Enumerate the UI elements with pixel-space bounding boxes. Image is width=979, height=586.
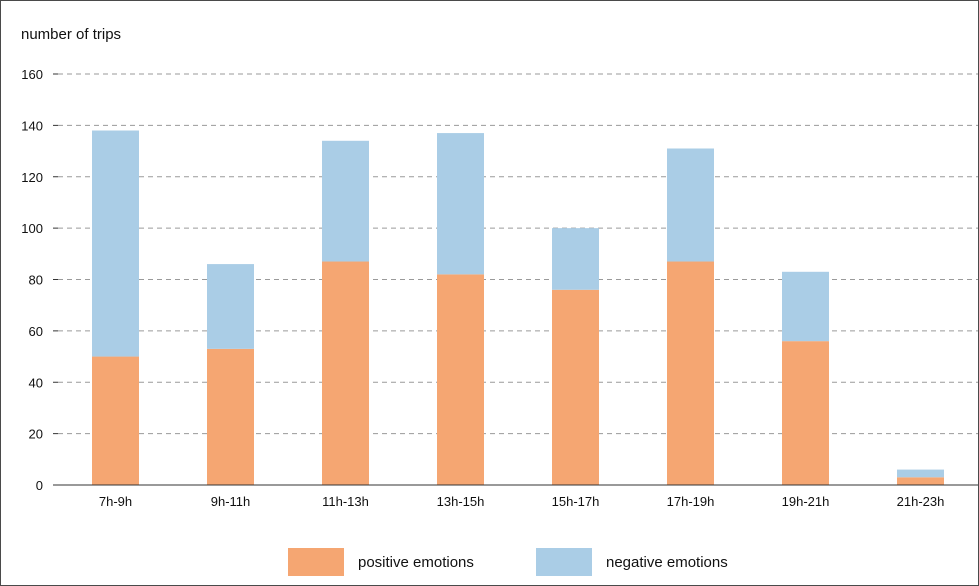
x-tick-label: 13h-15h [437,494,485,509]
bar-positive [322,261,369,485]
bar-positive [667,261,714,485]
bars-group [92,130,944,485]
bar-positive [897,477,944,485]
y-tick-label: 80 [29,273,43,288]
x-tick-labels: 7h-9h 9h-11h 11h-13h 13h-15h 15h-17h 17h-19h 1… [99,494,944,509]
y-axis-label: number of trips [21,26,121,43]
gridlines [53,73,978,486]
y-tick-label: 20 [29,427,43,442]
bar-negative [92,130,139,357]
x-tick-label: 9h-11h [211,494,251,509]
x-tick-label: 21h-23h [897,494,945,509]
bar-negative [207,264,254,349]
x-tick-label: 17h-19h [667,494,715,509]
bar-positive [437,274,484,485]
legend-swatch [536,548,592,576]
x-tick-label: 7h-9h [99,494,132,509]
y-tick-label: 40 [29,375,43,390]
x-tick-label: 15h-17h [552,494,600,509]
x-tick-label: 19h-21h [782,494,830,509]
y-tick-label: 140 [21,118,43,133]
bar-positive [782,341,829,485]
x-tick-label: 11h-13h [322,494,369,509]
legend: positive emotions negative emotions [288,548,728,576]
bar-negative [552,228,599,290]
y-tick-label: 0 [36,478,43,493]
legend-label: positive emotions [358,554,474,571]
y-tick-label: 100 [21,221,43,236]
y-tick-label: 60 [29,324,43,339]
legend-label: negative emotions [606,554,728,571]
bar-negative [897,469,944,478]
bar-positive [207,348,254,485]
y-tick-labels: 0 20 40 60 80 100 120 140 160 [21,67,43,493]
legend-swatch [288,548,344,576]
bar-negative [437,133,484,275]
y-tick-label: 120 [21,170,43,185]
y-tick-label: 160 [21,67,43,82]
bar-positive [92,356,139,485]
bar-negative [667,148,714,262]
bar-negative [322,140,369,262]
bar-positive [552,289,599,485]
bar-negative [782,271,829,342]
